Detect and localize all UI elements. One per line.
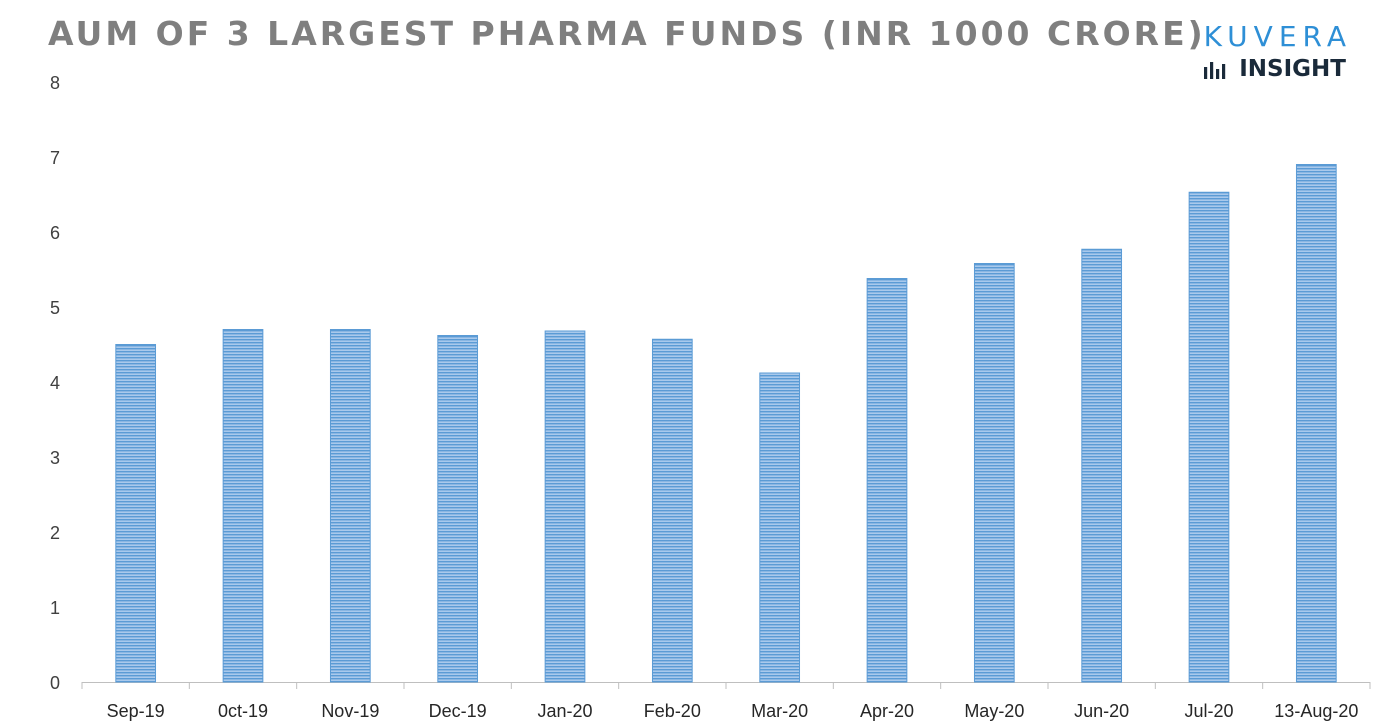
x-tick-label: Mar-20 bbox=[751, 701, 808, 721]
x-tick-label: 0ct-19 bbox=[218, 701, 268, 721]
bar-chart-icon bbox=[1204, 62, 1226, 79]
bar bbox=[437, 335, 479, 683]
bar bbox=[866, 278, 908, 683]
x-tick-label: Jan-20 bbox=[537, 701, 592, 721]
bar bbox=[222, 329, 264, 683]
x-tick-label: Jul-20 bbox=[1184, 701, 1233, 721]
bar bbox=[1295, 164, 1337, 683]
y-tick-label: 7 bbox=[50, 148, 60, 168]
bar bbox=[1188, 191, 1230, 683]
brand-sub: INSIGHT bbox=[1166, 54, 1346, 84]
x-tick-label: Sep-19 bbox=[107, 701, 165, 721]
x-tick-label: Feb-20 bbox=[644, 701, 701, 721]
y-axis: 0 1 2 3 4 5 6 7 8 bbox=[50, 73, 60, 693]
brand-name: KUVERA bbox=[1203, 20, 1352, 53]
y-tick-label: 8 bbox=[50, 73, 60, 93]
x-tick-label: Jun-20 bbox=[1074, 701, 1129, 721]
y-tick-label: 1 bbox=[50, 598, 60, 618]
chart-title: AUM OF 3 LARGEST PHARMA FUNDS (INR 1000 … bbox=[48, 14, 1206, 53]
bar bbox=[544, 330, 586, 683]
bars bbox=[115, 164, 1337, 683]
brand-sub-label: INSIGHT bbox=[1239, 56, 1346, 82]
bar bbox=[329, 329, 371, 683]
x-tick-label: May-20 bbox=[964, 701, 1024, 721]
bar bbox=[115, 344, 157, 683]
y-tick-label: 6 bbox=[50, 223, 60, 243]
y-tick-label: 5 bbox=[50, 298, 60, 318]
bar bbox=[759, 372, 801, 683]
bar bbox=[973, 263, 1015, 683]
y-tick-label: 0 bbox=[50, 673, 60, 693]
y-tick-label: 3 bbox=[50, 448, 60, 468]
y-tick-label: 4 bbox=[50, 373, 60, 393]
bar bbox=[651, 338, 693, 683]
bar bbox=[1081, 248, 1123, 683]
y-tick-label: 2 bbox=[50, 523, 60, 543]
x-axis: Sep-19 0ct-19 Nov-19 Dec-19 Jan-20 Feb-20 Mar-… bbox=[81, 682, 1371, 721]
x-tick-label: Apr-20 bbox=[860, 701, 914, 721]
brand-logo: KUVERA INSIGHT bbox=[1166, 20, 1346, 84]
x-tick-label: Nov-19 bbox=[321, 701, 379, 721]
x-tick-label: Dec-19 bbox=[429, 701, 487, 721]
x-tick-label: 13-Aug-20 bbox=[1274, 701, 1358, 721]
